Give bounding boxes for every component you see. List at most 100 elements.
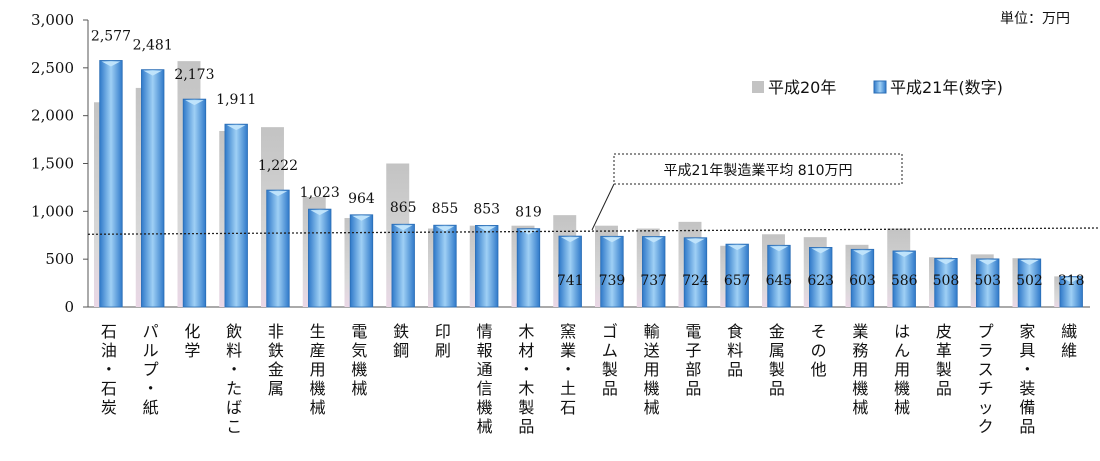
category-label: 印刷 xyxy=(435,322,451,360)
bar-curr xyxy=(99,60,123,308)
value-label: 657 xyxy=(724,273,751,289)
bar-curr xyxy=(1017,258,1042,308)
bar-curr-top xyxy=(101,61,121,67)
category-label: 繊維 xyxy=(1061,322,1077,360)
value-label: 964 xyxy=(348,191,375,207)
value-label: 739 xyxy=(599,273,626,289)
y-tick-label: 3,000 xyxy=(31,11,74,29)
category-label: 電気機械 xyxy=(351,322,367,398)
bar-curr xyxy=(976,258,1000,308)
category-label: 化学 xyxy=(184,322,200,360)
unit-label: 単位：万円 xyxy=(1000,11,1070,27)
value-label: 623 xyxy=(807,273,834,289)
bar-curr xyxy=(809,246,833,308)
legend-label-curr: 平成21年(数字) xyxy=(890,78,1003,97)
bar-curr-top xyxy=(978,259,997,265)
category-label: はん用機械 xyxy=(894,322,910,417)
bar-curr-top xyxy=(393,225,413,231)
average-callout-label: 平成21年製造業平均 810万円 xyxy=(664,163,853,179)
bar-curr xyxy=(767,244,791,308)
average-callout-box xyxy=(613,153,903,185)
category-label: 輸送用機械 xyxy=(644,322,660,417)
bar-curr xyxy=(600,235,624,308)
value-label: 1,911 xyxy=(216,92,256,108)
bar-curr xyxy=(892,250,916,308)
bar-curr xyxy=(308,208,332,308)
value-label: 855 xyxy=(432,201,459,217)
bar-curr-top xyxy=(894,251,914,257)
value-label: 865 xyxy=(390,200,417,216)
bar-curr xyxy=(642,236,666,308)
category-label: 食料品 xyxy=(727,322,743,379)
bar-curr xyxy=(475,224,499,308)
bar-curr-top xyxy=(853,250,872,256)
category-label: 業務用機械 xyxy=(852,322,868,417)
bar-curr-top xyxy=(1061,277,1081,283)
bar-curr xyxy=(725,243,749,308)
bar-curr xyxy=(224,123,248,308)
value-label: 741 xyxy=(557,273,584,289)
category-label: 鉄鋼 xyxy=(393,322,409,360)
category-label: その他 xyxy=(811,322,827,379)
value-label: 1,023 xyxy=(300,185,340,201)
bar-curr xyxy=(266,189,290,308)
y-tick-label: 1,500 xyxy=(31,155,74,173)
category-label: ゴム製品 xyxy=(602,322,618,398)
bar-curr-top xyxy=(226,125,246,131)
value-label: 853 xyxy=(473,201,500,217)
bar-curr xyxy=(433,224,457,308)
callout-pointer xyxy=(591,183,615,231)
bar-curr xyxy=(934,258,958,308)
category-label: 木材・木製品 xyxy=(518,322,534,436)
value-label: 586 xyxy=(891,273,918,289)
bar-curr-top xyxy=(602,237,622,243)
value-label: 2,481 xyxy=(133,38,173,54)
category-label: 皮革製品 xyxy=(936,322,952,398)
bar-curr-top xyxy=(143,70,162,76)
value-label: 503 xyxy=(974,273,1001,289)
bar-curr xyxy=(683,237,708,308)
y-tick-label: 2,500 xyxy=(31,59,74,77)
category-label: 窯業・土石 xyxy=(560,322,576,417)
category-label: 生産用機械 xyxy=(310,322,326,417)
average-line xyxy=(87,227,1099,235)
value-label: 737 xyxy=(640,273,667,289)
bar-curr xyxy=(516,228,541,308)
bar-curr-top xyxy=(644,237,663,243)
bar-curr xyxy=(391,223,415,308)
bar-curr-top xyxy=(727,245,747,251)
bar-curr-top xyxy=(560,237,580,243)
bar-curr xyxy=(558,235,582,308)
bar-curr xyxy=(850,248,875,308)
bar-curr-top xyxy=(1020,259,1039,265)
bar-curr xyxy=(349,214,374,308)
bar-curr-top xyxy=(769,246,789,252)
bar-curr-top xyxy=(352,215,371,221)
value-label: 603 xyxy=(849,273,876,289)
y-tick-label: 2,000 xyxy=(31,107,74,125)
y-tick-label: 500 xyxy=(45,250,74,268)
bar-curr-top xyxy=(435,226,455,232)
value-label: 318 xyxy=(1058,273,1085,289)
bar-curr-top xyxy=(811,248,830,254)
value-label: 2,173 xyxy=(174,67,214,83)
value-label: 508 xyxy=(933,273,960,289)
bar-curr-top xyxy=(686,238,705,244)
category-label: 家具・装備品 xyxy=(1019,322,1035,436)
bar-curr xyxy=(141,69,165,308)
category-label: プラスチック xyxy=(978,322,994,436)
bar-curr-top xyxy=(936,259,956,265)
category-label: パルプ・紙 xyxy=(143,322,159,417)
y-tick-label: 1,000 xyxy=(31,202,74,220)
value-label: 724 xyxy=(682,273,709,289)
value-label: 819 xyxy=(515,205,542,221)
category-label: 飲料・たばこ xyxy=(226,322,242,436)
value-label: 502 xyxy=(1016,273,1043,289)
category-label: 金属製品 xyxy=(769,322,785,398)
legend-label-prev: 平成20年 xyxy=(768,78,836,97)
category-label: 石油・石炭 xyxy=(101,322,117,417)
bar-curr-top xyxy=(477,226,496,232)
value-label: 2,577 xyxy=(91,28,131,44)
bar-curr xyxy=(1059,276,1083,308)
